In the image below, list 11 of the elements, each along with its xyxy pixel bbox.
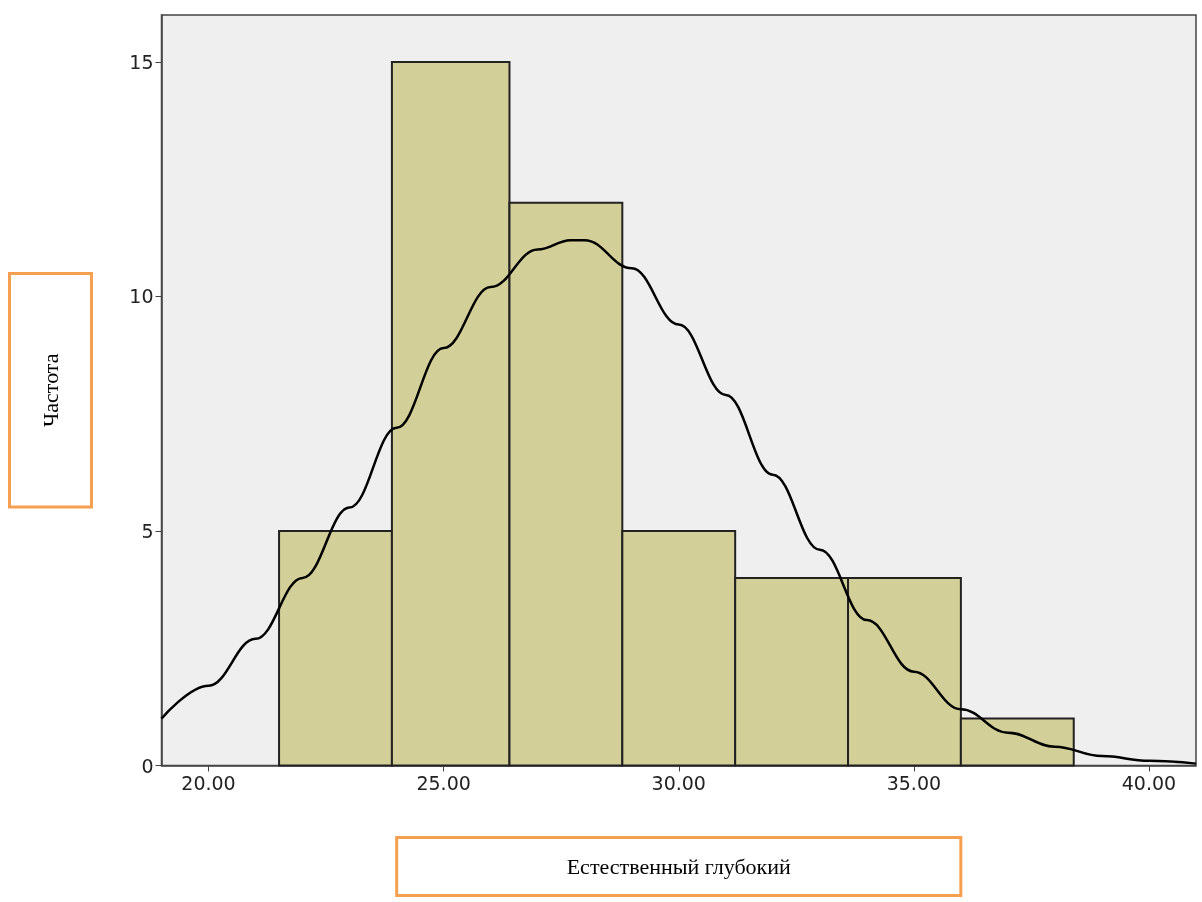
x-tick-label: 25.00 — [416, 772, 471, 794]
x-tick-label: 35.00 — [886, 772, 942, 794]
y-tick-label: 10 — [129, 285, 154, 308]
x-tick-label: 30.00 — [651, 772, 706, 794]
y-tick-label: 0 — [141, 754, 154, 777]
x-tick-label: 20.00 — [181, 772, 236, 794]
y-tick-label: 5 — [141, 519, 154, 542]
y-tick-label: 15 — [129, 50, 154, 73]
y-axis-title: Частота — [38, 353, 63, 428]
x-tick-label: 40.00 — [1121, 772, 1177, 794]
x-axis-title: Естественный глубокий — [566, 854, 792, 879]
